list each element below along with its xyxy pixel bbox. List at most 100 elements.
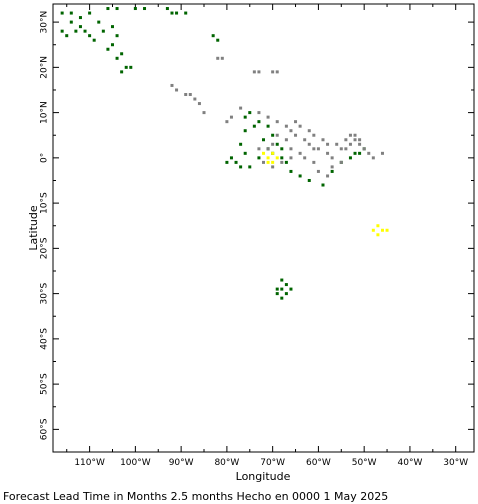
point-series-1-10 (257, 70, 261, 74)
point-series-0-28 (170, 11, 174, 15)
point-series-2-9 (376, 233, 380, 237)
point-series-1-17 (266, 115, 270, 119)
point-series-1-12 (275, 70, 279, 74)
point-series-1-19 (284, 124, 288, 128)
caption: Forecast Lead Time in Months 2.5 months … (3, 490, 388, 503)
point-series-1-47 (330, 165, 334, 169)
point-series-0-60 (358, 151, 362, 155)
point-series-0-41 (252, 124, 256, 128)
point-series-0-19 (120, 52, 124, 56)
point-series-0-55 (321, 183, 325, 187)
point-series-0-40 (262, 138, 265, 142)
point-series-1-52 (358, 138, 362, 142)
point-series-0-62 (229, 156, 233, 160)
point-series-1-23 (307, 142, 311, 146)
point-series-0-0 (60, 11, 64, 15)
point-series-2-7 (376, 224, 380, 228)
point-series-0-59 (353, 151, 357, 155)
y-tick-label: 40°S (40, 328, 50, 350)
point-series-1-18 (275, 120, 279, 124)
point-series-0-3 (88, 11, 92, 15)
x-tick-label: 30°W (443, 458, 468, 468)
point-series-1-57 (312, 133, 316, 137)
point-series-0-51 (284, 160, 288, 164)
y-axis-title: Latitude (27, 205, 40, 251)
point-series-0-35 (257, 120, 261, 124)
y-tick-label: 60°S (40, 418, 50, 440)
point-series-2-5 (262, 151, 265, 155)
point-series-1-9 (252, 70, 256, 74)
point-series-2-8 (380, 228, 384, 232)
point-series-1-31 (358, 142, 362, 146)
point-series-1-27 (339, 160, 343, 164)
point-series-0-22 (129, 65, 133, 69)
point-series-0-33 (243, 115, 247, 119)
x-tick-label: 50°W (352, 458, 377, 468)
point-series-0-32 (216, 38, 220, 42)
point-series-1-30 (353, 138, 357, 142)
point-series-1-29 (348, 142, 352, 146)
point-series-1-61 (284, 138, 288, 142)
point-series-0-13 (101, 29, 105, 33)
point-series-0-58 (348, 156, 352, 160)
y-tick-label: 20°S (40, 237, 50, 259)
point-series-1-21 (294, 133, 298, 137)
point-series-1-36 (298, 151, 302, 155)
point-series-0-50 (280, 156, 284, 160)
point-series-1-25 (326, 151, 330, 155)
point-series-1-5 (197, 102, 201, 106)
x-tick-label: 110°W (74, 458, 105, 468)
x-tick-label: 90°W (169, 458, 194, 468)
point-series-0-10 (65, 34, 69, 38)
point-series-1-42 (289, 147, 293, 151)
x-tick-label: 70°W (260, 458, 285, 468)
point-series-1-8 (220, 56, 224, 60)
point-series-0-72 (275, 287, 279, 291)
point-series-1-58 (307, 129, 311, 133)
point-series-1-60 (294, 120, 298, 124)
point-series-1-39 (271, 165, 275, 169)
point-series-0-9 (60, 29, 64, 33)
y-tick-label: 0° (40, 153, 50, 163)
point-series-1-45 (316, 169, 320, 173)
point-series-0-47 (257, 156, 261, 160)
point-series-1-1 (175, 88, 179, 92)
point-series-0-5 (69, 20, 73, 24)
point-series-0-44 (243, 151, 247, 155)
point-series-0-63 (225, 160, 229, 164)
point-series-1-64 (266, 147, 270, 151)
point-series-2-10 (385, 228, 389, 232)
point-series-0-12 (92, 38, 96, 42)
point-series-0-11 (88, 34, 92, 38)
point-series-0-31 (211, 34, 215, 38)
point-series-0-4 (97, 20, 101, 24)
point-series-0-14 (110, 25, 114, 29)
point-series-1-34 (326, 142, 330, 146)
point-series-0-36 (266, 124, 270, 128)
point-series-1-14 (229, 115, 233, 119)
point-series-0-26 (115, 7, 119, 11)
point-series-1-43 (303, 156, 307, 160)
point-series-1-33 (335, 142, 339, 146)
point-series-1-35 (312, 147, 316, 151)
x-tick-label: 40°W (398, 458, 423, 468)
point-series-1-37 (289, 156, 293, 160)
point-series-0-25 (106, 7, 110, 11)
point-series-0-71 (280, 296, 284, 300)
y-tick-label: 10°S (40, 192, 50, 214)
x-tick-label: 60°W (306, 458, 331, 468)
point-series-1-62 (275, 133, 279, 137)
point-series-1-6 (202, 111, 206, 115)
point-series-1-13 (225, 120, 229, 124)
data-points (60, 7, 389, 300)
point-series-1-24 (316, 147, 320, 151)
point-series-0-66 (284, 283, 288, 287)
point-series-1-49 (344, 138, 348, 142)
x-tick-label: 80°W (214, 458, 239, 468)
point-series-0-38 (275, 142, 279, 146)
point-series-0-20 (124, 65, 128, 69)
point-series-1-26 (330, 156, 334, 160)
point-series-1-53 (367, 151, 371, 155)
point-series-2-1 (271, 151, 275, 155)
